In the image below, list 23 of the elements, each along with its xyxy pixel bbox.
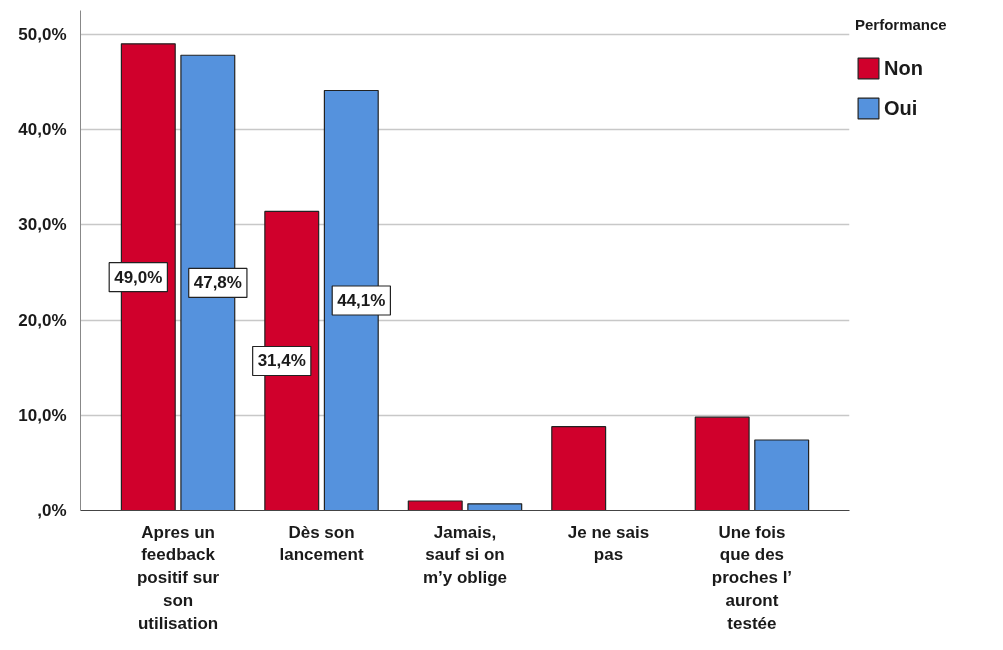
x-tick-label: Jamais, sauf si on m’y oblige — [422, 522, 508, 588]
x-tick-label: Dès son lancement — [279, 522, 364, 565]
data-label: 49,0% — [114, 267, 163, 287]
bar — [467, 503, 523, 511]
data-label: 44,1% — [337, 291, 386, 310]
x-tick-label: Une fois que des proches l’ auront testée — [711, 522, 793, 633]
y-tick-label: 50,0% — [18, 24, 67, 44]
legend-title: Performance — [855, 16, 947, 33]
legend-label: Oui — [884, 96, 918, 120]
bar — [551, 426, 607, 511]
data-label: 31,4% — [257, 351, 306, 371]
legend-label: Non — [884, 56, 923, 80]
bar — [407, 500, 463, 511]
y-tick-label: 40,0% — [18, 120, 67, 140]
y-tick-label: ,0% — [37, 501, 67, 520]
y-tick-label: 20,0% — [18, 310, 67, 330]
x-tick-label: Apres un feedback positif sur son utilisation — [136, 522, 220, 633]
y-tick-label: 10,0% — [18, 405, 67, 425]
x-tick-label: Je ne sais pas — [567, 522, 650, 565]
data-label: 47,8% — [193, 273, 242, 293]
bar — [694, 416, 750, 511]
y-tick-label: 30,0% — [18, 215, 67, 235]
bar — [754, 439, 810, 511]
